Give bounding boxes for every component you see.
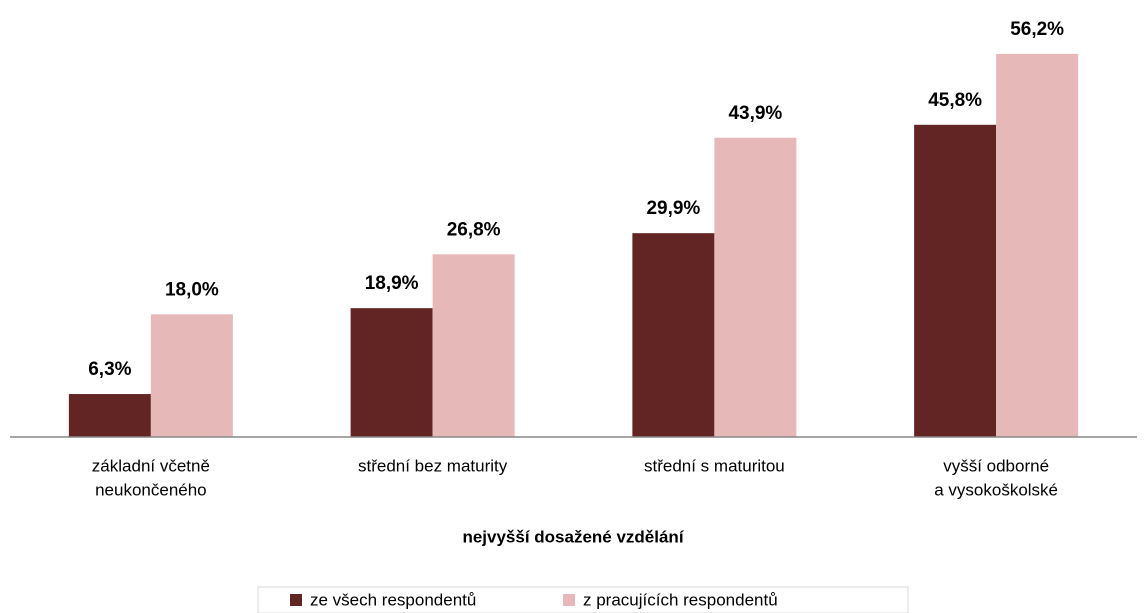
x-tick-label: neukončeného — [95, 480, 207, 499]
bar — [432, 254, 515, 437]
x-tick-label: střední s maturitou — [644, 456, 785, 475]
bar — [996, 53, 1079, 438]
bar — [350, 308, 433, 437]
x-tick-label: vyšší odborné — [943, 456, 1049, 475]
value-label: 6,3% — [88, 359, 131, 380]
bar — [632, 233, 715, 437]
bar — [150, 314, 233, 437]
x-tick-label: a vysokoškolské — [934, 480, 1058, 499]
bar — [714, 137, 797, 437]
value-label: 26,8% — [447, 219, 501, 240]
x-axis-title: nejvyšší dosažené vzdělání — [462, 527, 684, 546]
bar — [68, 394, 151, 437]
value-label: 43,9% — [728, 103, 782, 124]
value-label: 18,0% — [165, 279, 219, 300]
legend-label: ze všech respondentů — [310, 590, 476, 609]
value-label: 45,8% — [928, 90, 982, 111]
legend-box — [257, 586, 909, 613]
bar — [914, 124, 997, 438]
value-label: 29,9% — [646, 198, 700, 219]
legend-label: z pracujících respondentů — [583, 590, 778, 609]
x-tick-label: základní včetně — [92, 456, 210, 475]
value-label: 18,9% — [365, 273, 419, 294]
x-tick-label: střední bez maturity — [358, 456, 508, 475]
value-label: 56,2% — [1010, 19, 1064, 40]
legend-swatch — [563, 594, 575, 606]
legend-swatch — [290, 594, 302, 606]
